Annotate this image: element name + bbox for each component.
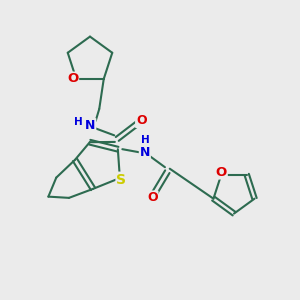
- Text: H: H: [74, 117, 83, 128]
- Text: O: O: [147, 191, 158, 204]
- Text: O: O: [216, 166, 227, 178]
- Text: N: N: [85, 119, 95, 132]
- Text: S: S: [116, 172, 126, 187]
- Text: O: O: [67, 72, 78, 86]
- Text: H: H: [141, 135, 150, 145]
- Text: N: N: [140, 146, 150, 159]
- Text: O: O: [136, 114, 147, 127]
